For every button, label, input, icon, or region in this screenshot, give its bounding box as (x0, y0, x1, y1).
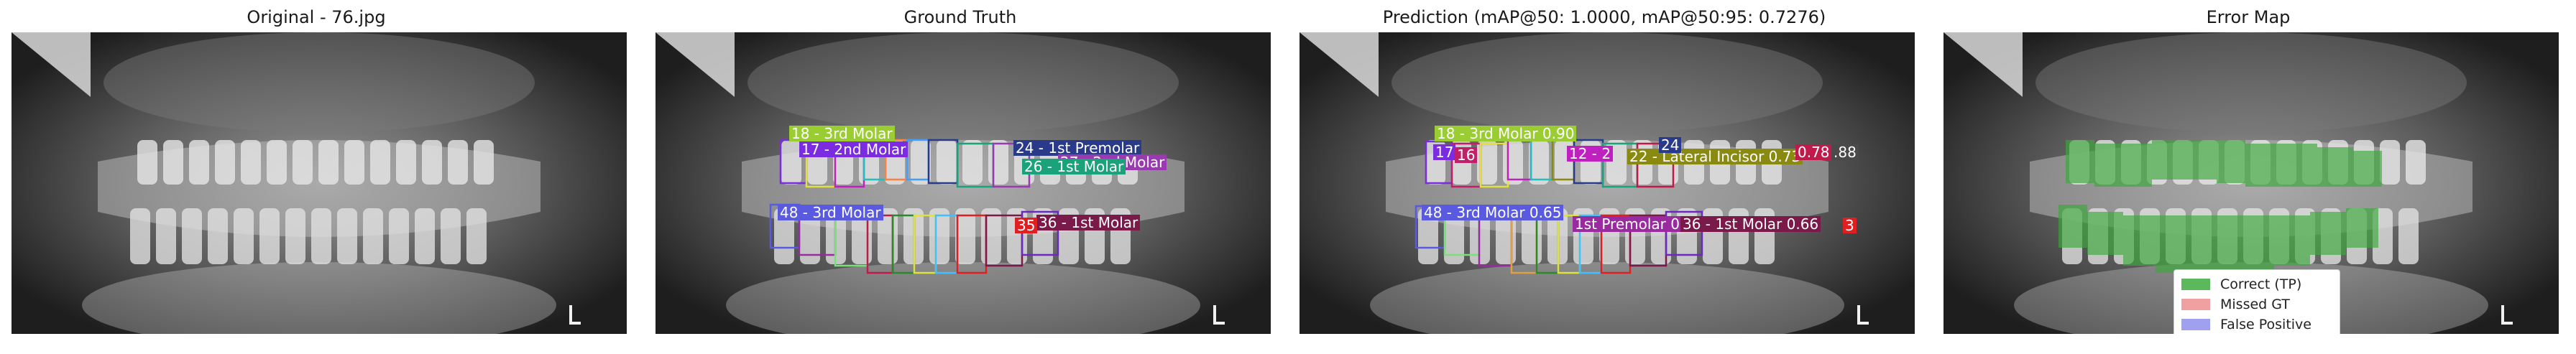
bounding-boxes (769, 139, 1059, 274)
panel-title: Error Map (2206, 7, 2291, 27)
bbox (1478, 214, 1513, 267)
box-label: 17 (1433, 144, 1456, 160)
box-label: 48 - 3rd Molar 0.65 (1422, 205, 1564, 220)
legend-label: False Positive (2220, 317, 2312, 332)
bbox (1665, 210, 1703, 256)
box-label: 48 - 3rd Molar (778, 205, 883, 220)
bbox (956, 214, 988, 274)
tp-region (2274, 215, 2310, 266)
box-label: 24 - 1st Premolar (1013, 140, 1142, 156)
bbox (1510, 214, 1538, 274)
tp-region (2195, 140, 2217, 180)
tp-region (2310, 212, 2346, 255)
bbox (1506, 139, 1532, 181)
tp-region (2353, 151, 2382, 187)
legend-item: Correct (TP) (2181, 274, 2332, 294)
box-label: 24 (1659, 137, 1682, 153)
tp-region (2217, 140, 2245, 183)
xray-image: 18 - 3rd Molar 17 - 2nd Molar 24 - 1st P… (656, 32, 1271, 334)
box-label: 36 - 1st Molar (1036, 215, 1141, 230)
tp-region (2087, 212, 2123, 255)
xray-image: 18 - 3rd Molar 0.90 17 16 12 - 2 22 - La… (1300, 32, 1915, 334)
tp-region (2152, 140, 2174, 180)
box-label: 35 (1015, 218, 1038, 233)
tp-region (2224, 215, 2245, 273)
bbox (866, 214, 894, 274)
box-label: 18 - 3rd Molar (789, 126, 895, 141)
bbox (1636, 142, 1675, 188)
panel-title: Prediction (mAP@50: 1.0000, mAP@50:95: 0… (1382, 7, 1826, 27)
panel-error-map: Error Map (1932, 0, 2564, 354)
legend-label: Correct (TP) (2220, 276, 2302, 292)
legend-swatch (2181, 299, 2210, 310)
box-label: 18 - 3rd Molar 0.90 (1435, 126, 1577, 141)
tp-region (2058, 205, 2087, 248)
bounding-boxes (1414, 139, 1703, 274)
bbox (934, 214, 959, 274)
legend-swatch (2181, 279, 2210, 290)
bbox (906, 139, 930, 181)
panel-title: Ground Truth (903, 7, 1017, 27)
tp-region (2066, 140, 2094, 183)
box-label: 26 - 1st Molar (1022, 159, 1126, 174)
bbox (927, 139, 959, 185)
panel-prediction: Prediction (mAP@50: 1.0000, mAP@50:95: 0… (1288, 0, 1920, 354)
panel-title: Original - 76.jpg (247, 7, 386, 27)
tp-region (2094, 144, 2123, 187)
xray-drawing (12, 32, 627, 334)
box-label: 36 - 1st Molar 0.66 (1680, 216, 1821, 232)
tp-region (2245, 215, 2274, 273)
box-label: .88 (1831, 144, 1859, 160)
tp-region (2317, 147, 2353, 187)
bbox (834, 214, 869, 267)
box-label: 22 - Lateral Incisor 0.73 (1627, 149, 1803, 164)
bbox (1021, 210, 1059, 256)
box-label: 12 - 2 (1567, 146, 1614, 162)
tp-region (2123, 215, 2156, 266)
legend: Correct (TP) Missed GT False Positive (2174, 269, 2340, 334)
panel-ground-truth: Ground Truth (644, 0, 1276, 354)
bbox (956, 142, 995, 188)
tp-region (2174, 140, 2195, 180)
tp-region (2281, 144, 2317, 187)
tp-region (2156, 215, 2181, 273)
box-label: 3 (1843, 218, 1857, 233)
legend-label: Missed GT (2220, 297, 2290, 312)
bbox (1535, 214, 1560, 274)
tp-region (2181, 215, 2202, 273)
xray-image (12, 32, 627, 334)
legend-swatch (2181, 319, 2210, 330)
tp-region (2123, 144, 2152, 187)
legend-item: False Positive (2181, 315, 2332, 334)
box-label: 1st Premolar 0. (1573, 216, 1687, 232)
legend-item: Missed GT (2181, 294, 2332, 315)
panel-original: Original - 76.jpg (0, 0, 632, 354)
tp-region (2346, 208, 2378, 248)
box-label: 17 - 2nd Molar (799, 141, 908, 157)
box-label: 16 (1455, 147, 1478, 163)
bbox (1530, 139, 1554, 181)
bbox (891, 214, 916, 274)
xray-image: Correct (TP) Missed GT False Positive (1944, 32, 2559, 334)
correct-regions (2058, 140, 2382, 273)
bbox (913, 214, 937, 274)
tp-region (2202, 215, 2224, 273)
bbox (1479, 142, 1509, 188)
tp-region (2245, 144, 2281, 187)
box-label: 0.78 (1795, 144, 1832, 160)
